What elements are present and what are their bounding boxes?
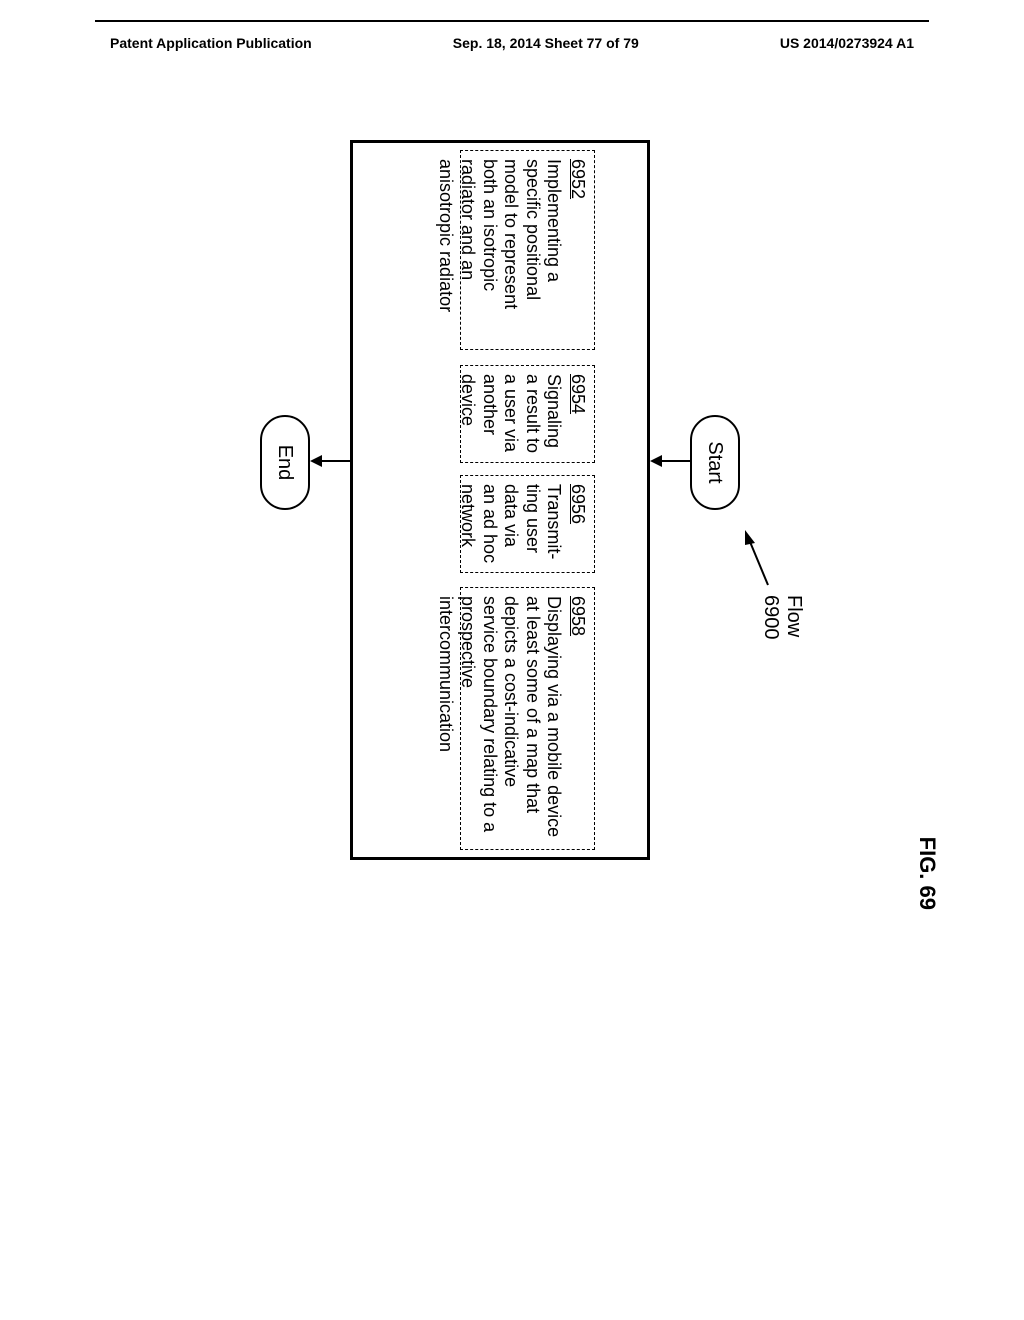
flowchart-diagram: FIG. 69 Flow 6900 Start 6952 Implementin… xyxy=(150,170,920,860)
arrow-main-to-end xyxy=(310,455,350,467)
header-right: US 2014/0273924 A1 xyxy=(780,35,914,51)
step-number: 6952 xyxy=(566,159,588,341)
page-header: Patent Application Publication Sep. 18, … xyxy=(0,35,1024,51)
step-text: Implementing a specific positional model… xyxy=(436,159,564,312)
step-number: 6954 xyxy=(566,374,588,454)
step-text: Displaying via a mobile device at least … xyxy=(436,596,564,837)
step-6954: 6954 Signaling a result to a user via an… xyxy=(460,365,595,463)
header-rule xyxy=(95,20,929,22)
step-number: 6956 xyxy=(566,484,588,564)
step-number: 6958 xyxy=(566,596,588,841)
step-6956: 6956 Transmit-ting user data via an ad h… xyxy=(460,475,595,573)
end-node: End xyxy=(260,415,310,510)
figure-label: FIG. 69 xyxy=(914,837,940,910)
start-node: Start xyxy=(690,415,740,510)
step-6958: 6958 Displaying via a mobile device at l… xyxy=(460,587,595,850)
flow-label: Flow 6900 xyxy=(759,595,805,640)
flow-pointer-arrow xyxy=(743,525,773,590)
arrow-start-to-main xyxy=(650,455,690,467)
header-left: Patent Application Publication xyxy=(110,35,312,51)
step-6952: 6952 Implementing a specific positional … xyxy=(460,150,595,350)
step-text: Signaling a result to a user via another… xyxy=(458,374,564,453)
step-text: Transmit-ting user data via an ad hoc ne… xyxy=(458,484,564,563)
header-center: Sep. 18, 2014 Sheet 77 of 79 xyxy=(453,35,639,51)
